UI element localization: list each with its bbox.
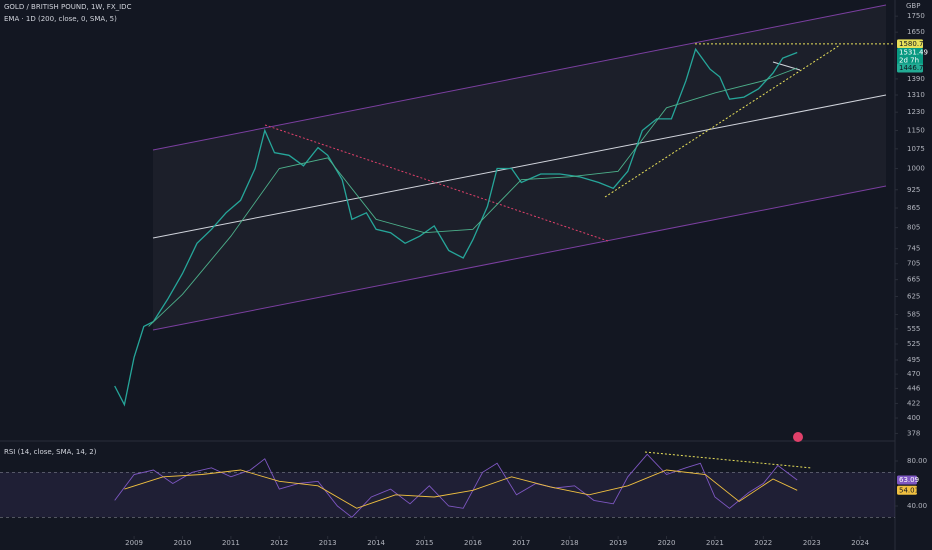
x-tick-label: 2015 xyxy=(416,539,434,547)
y-tick-label: 1390 xyxy=(907,75,925,83)
countdown: 2d 7h xyxy=(899,56,919,64)
y-tick-label: 495 xyxy=(907,356,920,364)
trend-up xyxy=(604,44,841,198)
x-tick-label: 2009 xyxy=(125,539,143,547)
x-tick-label: 2022 xyxy=(754,539,772,547)
x-tick-label: 2017 xyxy=(512,539,530,547)
level-tag xyxy=(897,39,923,49)
y-tick-label: 400 xyxy=(907,414,920,422)
y-tick-label: 40.00 xyxy=(907,502,927,510)
close-tag xyxy=(897,47,923,66)
x-tick-label: 2019 xyxy=(609,539,627,547)
series-line xyxy=(124,469,798,509)
y-tick-label: 470 xyxy=(907,370,920,378)
y-tick-label: 525 xyxy=(907,340,920,348)
y-tick-label: 555 xyxy=(907,325,920,333)
x-tick-label: 2014 xyxy=(367,539,385,547)
trend-down xyxy=(264,124,609,242)
x-tick-label: 2024 xyxy=(851,539,869,547)
y-tick-label: 1650 xyxy=(907,28,925,36)
y-tick-label: 422 xyxy=(907,399,920,407)
value-tag-label: 63.09 xyxy=(899,476,919,484)
y-tick-label: 625 xyxy=(907,293,920,301)
y-tick-label: 1750 xyxy=(907,12,925,20)
channel-top xyxy=(152,4,887,151)
x-tick-label: 2020 xyxy=(658,539,676,547)
y-tick-label: 805 xyxy=(907,224,920,232)
x-tick-label: 2011 xyxy=(222,539,240,547)
x-tick-label: 2013 xyxy=(319,539,337,547)
y-tick-label: 1230 xyxy=(907,108,925,116)
y-tick-label: 705 xyxy=(907,260,920,268)
y-tick-label: 585 xyxy=(907,311,920,319)
close-tag-label: 1531.49 xyxy=(899,48,928,56)
ema-tag-label: 1446.79 xyxy=(899,64,928,72)
ema-tag xyxy=(897,63,923,73)
channel-mid xyxy=(152,94,887,239)
y-tick-label: 925 xyxy=(907,186,920,194)
y-tick-label: 1150 xyxy=(907,126,925,134)
symbol-title: GOLD / BRITISH POUND, 1W, FX_IDC xyxy=(4,3,132,11)
x-tick-label: 2021 xyxy=(706,539,724,547)
y-tick-label: 1075 xyxy=(907,145,925,153)
y-tick-label: 865 xyxy=(907,204,920,212)
y-tick-label: 80.00 xyxy=(907,457,927,465)
value-tag xyxy=(897,485,917,495)
value-tag-label: 54.01 xyxy=(899,486,919,494)
x-tick-label: 2012 xyxy=(270,539,288,547)
x-tick-label: 2023 xyxy=(803,539,821,547)
y-tick-label: 1310 xyxy=(907,91,925,99)
x-tick-label: 2016 xyxy=(464,539,482,547)
event-icon[interactable] xyxy=(793,432,803,442)
series-line xyxy=(148,67,798,327)
y-tick-label: 378 xyxy=(907,429,920,437)
currency: GBP xyxy=(906,2,920,10)
y-tick-label: 446 xyxy=(907,384,921,392)
channel-bottom xyxy=(152,185,887,331)
y-tick-label: 665 xyxy=(907,276,920,284)
y-tick-label: 745 xyxy=(907,245,920,253)
y-tick-label: 1000 xyxy=(907,165,925,173)
level-tag-label: 1580.79 xyxy=(899,40,928,48)
x-tick-label: 2018 xyxy=(561,539,579,547)
channel-fill xyxy=(153,5,886,330)
x-tick-label: 2010 xyxy=(174,539,192,547)
indicator-legend: EMA · 1D (200, close, 0, SMA, 5) xyxy=(4,15,117,23)
series-line xyxy=(114,453,798,518)
series-line xyxy=(114,47,798,407)
rsi-legend: RSI (14, close, SMA, 14, 2) xyxy=(4,448,97,456)
value-tag xyxy=(897,475,917,485)
